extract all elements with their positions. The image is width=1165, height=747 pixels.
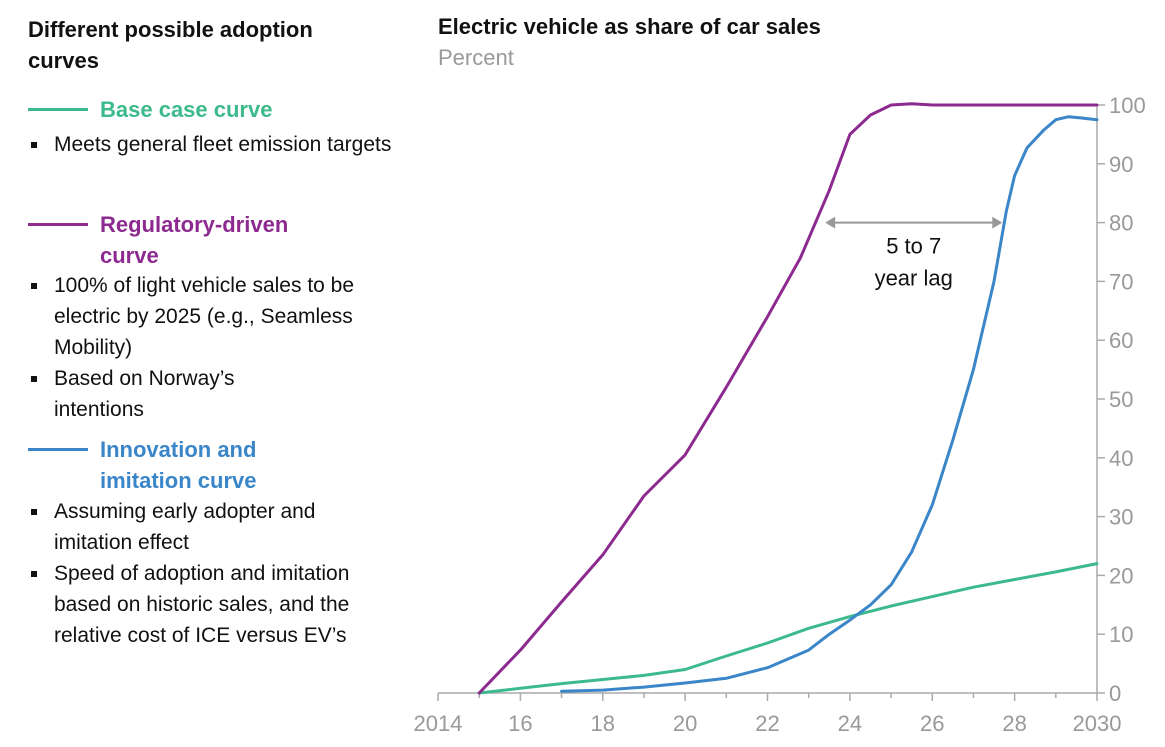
- series-line-2: [560, 115, 1099, 693]
- annotation-line1: 5 to 7: [886, 234, 941, 259]
- legend-label: Innovation and imitation curve: [100, 437, 257, 493]
- bullet-text: 100% of light vehicle sales to be electr…: [54, 274, 355, 359]
- lag-arrow-head-left: [825, 216, 836, 229]
- y-tick-label: 100: [1109, 93, 1146, 118]
- bullet-text: Speed of adoption and imitation based on…: [54, 562, 350, 647]
- x-tick-label: 22: [755, 711, 779, 736]
- series-line-0: [477, 562, 1099, 695]
- x-tick-label: 18: [591, 711, 615, 736]
- y-tick-label: 30: [1109, 505, 1133, 530]
- legend-line: [28, 223, 88, 226]
- x-tick-label: 20: [673, 711, 697, 736]
- lag-arrow-head-right: [992, 216, 1003, 229]
- legend-line: [28, 108, 88, 111]
- bullet-text: Assuming early adopter and imitation eff…: [54, 500, 316, 554]
- x-tick-label: 28: [1002, 711, 1026, 736]
- series-line-1: [477, 102, 1099, 695]
- x-tick-label: 2014: [414, 711, 463, 736]
- y-tick-label: 70: [1109, 269, 1133, 294]
- legend-label: Regulatory-driven curve: [100, 212, 289, 268]
- x-tick-label: 2030: [1073, 711, 1122, 736]
- left-panel-title: Different possible adoption curves: [28, 17, 313, 73]
- y-tick-label: 20: [1109, 563, 1133, 588]
- y-tick-label: 40: [1109, 446, 1133, 471]
- y-tick-label: 0: [1109, 681, 1121, 706]
- bullet-text: Meets general fleet emission targets: [54, 133, 392, 156]
- bullet-text: Based on Norway’s intentions: [54, 367, 235, 421]
- x-tick-label: 24: [838, 711, 862, 736]
- legend-line: [28, 448, 88, 451]
- y-tick-label: 90: [1109, 152, 1133, 177]
- chart-subtitle: Percent: [438, 45, 514, 70]
- legend-label: Base case curve: [100, 97, 273, 122]
- y-tick-label: 10: [1109, 622, 1133, 647]
- y-tick-label: 80: [1109, 211, 1133, 236]
- x-tick-label: 16: [508, 711, 532, 736]
- annotation-line2: year lag: [875, 266, 953, 291]
- x-tick-label: 26: [920, 711, 944, 736]
- chart-title: Electric vehicle as share of car sales: [438, 14, 821, 39]
- y-tick-label: 50: [1109, 387, 1133, 412]
- y-tick-label: 60: [1109, 328, 1133, 353]
